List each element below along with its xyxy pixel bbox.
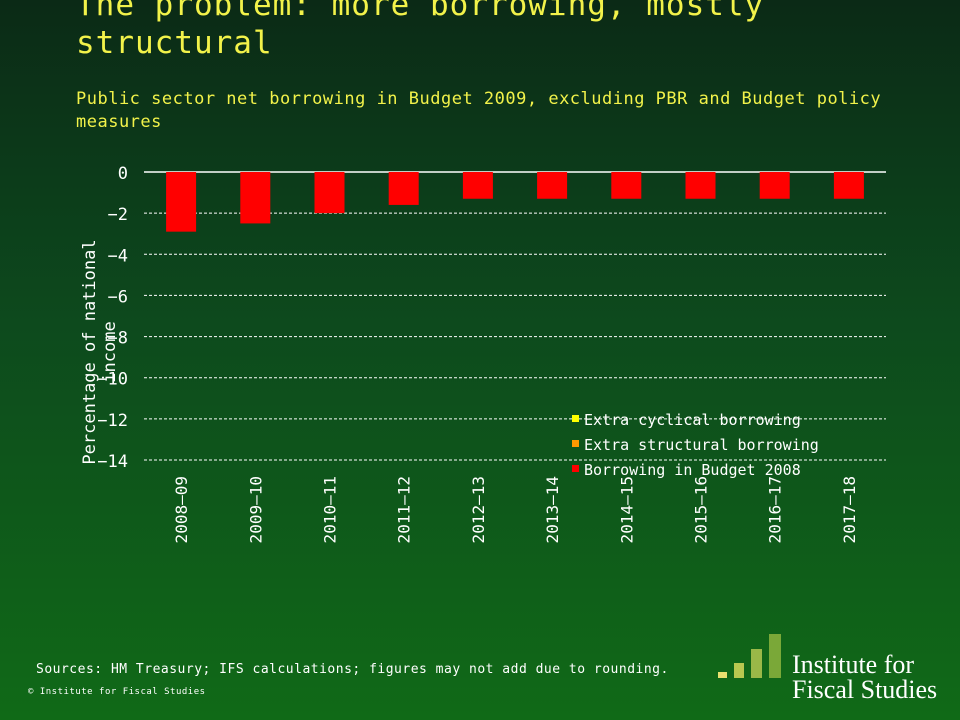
bar [462,172,493,199]
legend-swatch [572,415,579,422]
y-tick-label: −2 [108,205,128,225]
x-tick-label: 2015–16 [692,476,711,543]
legend-swatch [572,465,579,472]
slide-title: The problem: more borrowing, mostly stru… [76,0,765,61]
bar [537,172,568,199]
bar [833,172,864,199]
x-tick-label: 2012–13 [469,476,488,543]
sources-note: Sources: HM Treasury; IFS calculations; … [36,662,669,677]
y-tick-label: −6 [108,287,128,307]
bar [611,172,642,199]
ifs-logo-text: Institute for Fiscal Studies [792,650,938,704]
bar [388,172,419,205]
legend-entry: Borrowing in Budget 2008 [584,461,801,479]
bar [759,172,790,199]
y-tick-label: −8 [108,329,128,349]
x-tick-label: 2017–18 [840,476,859,543]
x-tick-label: 2011–12 [395,476,414,543]
y-tick-label: −4 [108,246,128,266]
x-tick-label: 2014–15 [617,476,636,543]
bar [314,172,345,214]
x-tick-label: 2013–14 [543,476,562,543]
bar [166,172,197,232]
x-tick-label: 2010–11 [321,476,340,543]
y-tick-label: −14 [97,452,128,472]
y-axis-label: Percentage of nationalincome [80,239,120,464]
legend-entry: Extra structural borrowing [584,436,819,454]
bar [685,172,716,199]
chart-subtitle: Public sector net borrowing in Budget 20… [76,89,882,132]
ifs-logo-bars-icon [718,634,781,678]
x-tick-label: 2008–09 [172,476,191,543]
x-tick-label: 2009–10 [246,476,265,543]
y-tick-label: 0 [118,164,128,184]
x-tick-label: 2016–17 [766,476,785,543]
legend-swatch [572,440,579,447]
copyright-note: © Institute for Fiscal Studies [28,687,206,697]
y-tick-label: −12 [97,411,128,431]
y-tick-label: −10 [97,370,128,390]
bar [240,172,271,224]
ifs-logo: Institute for Fiscal Studies [714,630,944,710]
legend-entry: Extra cyclical borrowing [584,411,801,429]
